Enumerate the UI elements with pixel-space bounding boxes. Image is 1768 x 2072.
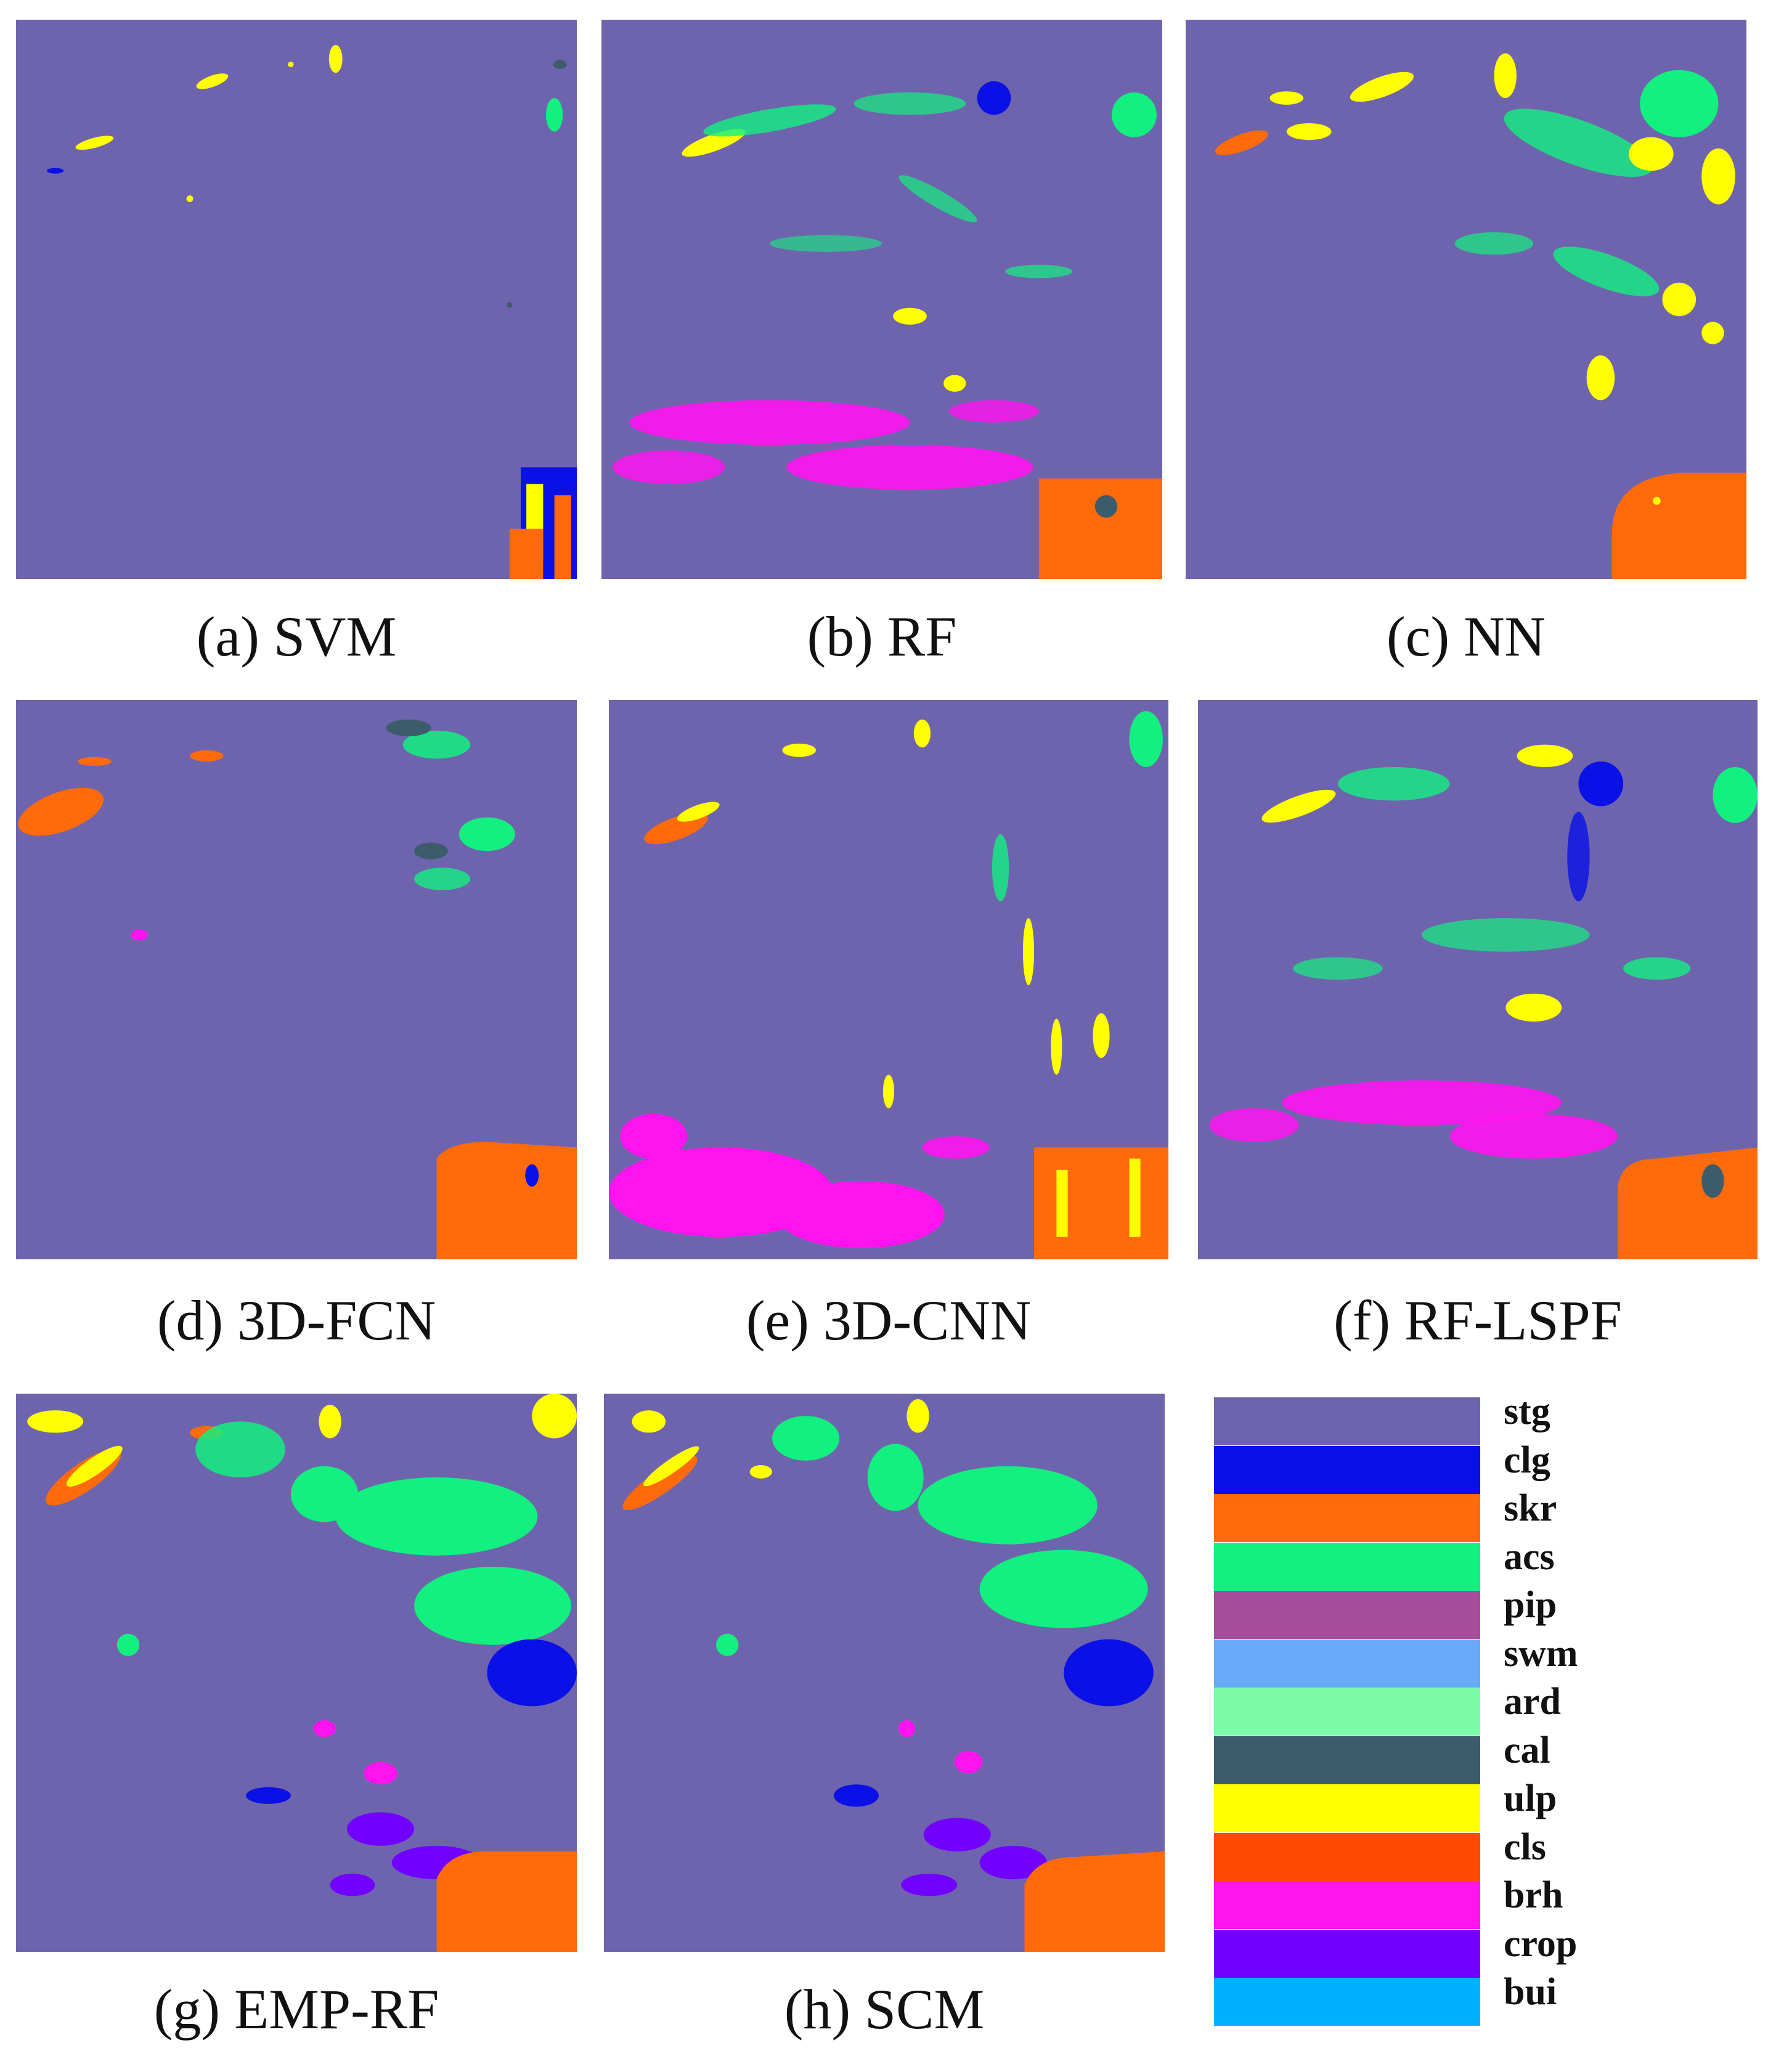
classification-map-rf-lspf bbox=[1198, 700, 1758, 1259]
legend-swatch-swm bbox=[1214, 1639, 1480, 1688]
panel-caption: (b) RF bbox=[807, 605, 957, 668]
legend-swatch-cls bbox=[1214, 1832, 1480, 1881]
legend-swatch-ulp bbox=[1214, 1784, 1480, 1832]
legend-swatch-crop bbox=[1214, 1929, 1480, 1978]
panel-caption: (e) 3D-CNN bbox=[746, 1289, 1032, 1352]
classification-map-3d-cnn bbox=[609, 700, 1168, 1259]
panel-caption: (a) SVM bbox=[196, 605, 397, 668]
legend-label-ulp: ulp bbox=[1504, 1777, 1557, 1819]
legend-label-pip: pip bbox=[1504, 1584, 1557, 1626]
legend-label-ard: ard bbox=[1504, 1681, 1561, 1723]
legend-label-stg: stg bbox=[1504, 1391, 1550, 1432]
panel-caption: (g) EMP-RF bbox=[153, 1978, 439, 2041]
classification-map-3d-fcn bbox=[16, 700, 577, 1259]
panel-caption: (c) NN bbox=[1387, 605, 1546, 668]
classification-map-scm bbox=[604, 1394, 1165, 1952]
legend-swatch-clg bbox=[1214, 1445, 1480, 1494]
legend-swatch-ard bbox=[1214, 1688, 1480, 1736]
legend-swatch-pip bbox=[1214, 1591, 1480, 1639]
legend-label-cal: cal bbox=[1504, 1729, 1550, 1771]
legend-label-acs: acs bbox=[1504, 1535, 1555, 1578]
legend-swatch-acs bbox=[1214, 1542, 1480, 1591]
legend-label-swm: swm bbox=[1504, 1632, 1578, 1675]
legend-label-bui: bui bbox=[1504, 1971, 1557, 2013]
legend-label-clg: clg bbox=[1504, 1439, 1550, 1481]
panel-caption: (h) SCM bbox=[784, 1978, 985, 2041]
legend-swatch-bui bbox=[1214, 1978, 1480, 2026]
classification-map-nn bbox=[1186, 20, 1746, 579]
classification-map-emp-rf bbox=[16, 1394, 577, 1952]
legend-label-brh: brh bbox=[1504, 1874, 1563, 1916]
legend-label-skr: skr bbox=[1504, 1487, 1557, 1529]
legend-swatch-brh bbox=[1214, 1881, 1480, 1929]
legend-label-cls: cls bbox=[1504, 1826, 1546, 1868]
legend-swatch-skr bbox=[1214, 1494, 1480, 1542]
legend-label-crop: crop bbox=[1504, 1922, 1578, 1965]
legend-swatch-cal bbox=[1214, 1736, 1480, 1784]
panel-caption: (d) 3D-FCN bbox=[157, 1289, 436, 1352]
legend-swatch-stg bbox=[1214, 1397, 1480, 1445]
classification-map-svm bbox=[16, 20, 577, 579]
panel-caption: (f) RF-LSPF bbox=[1334, 1289, 1622, 1352]
classification-map-rf bbox=[601, 20, 1162, 579]
